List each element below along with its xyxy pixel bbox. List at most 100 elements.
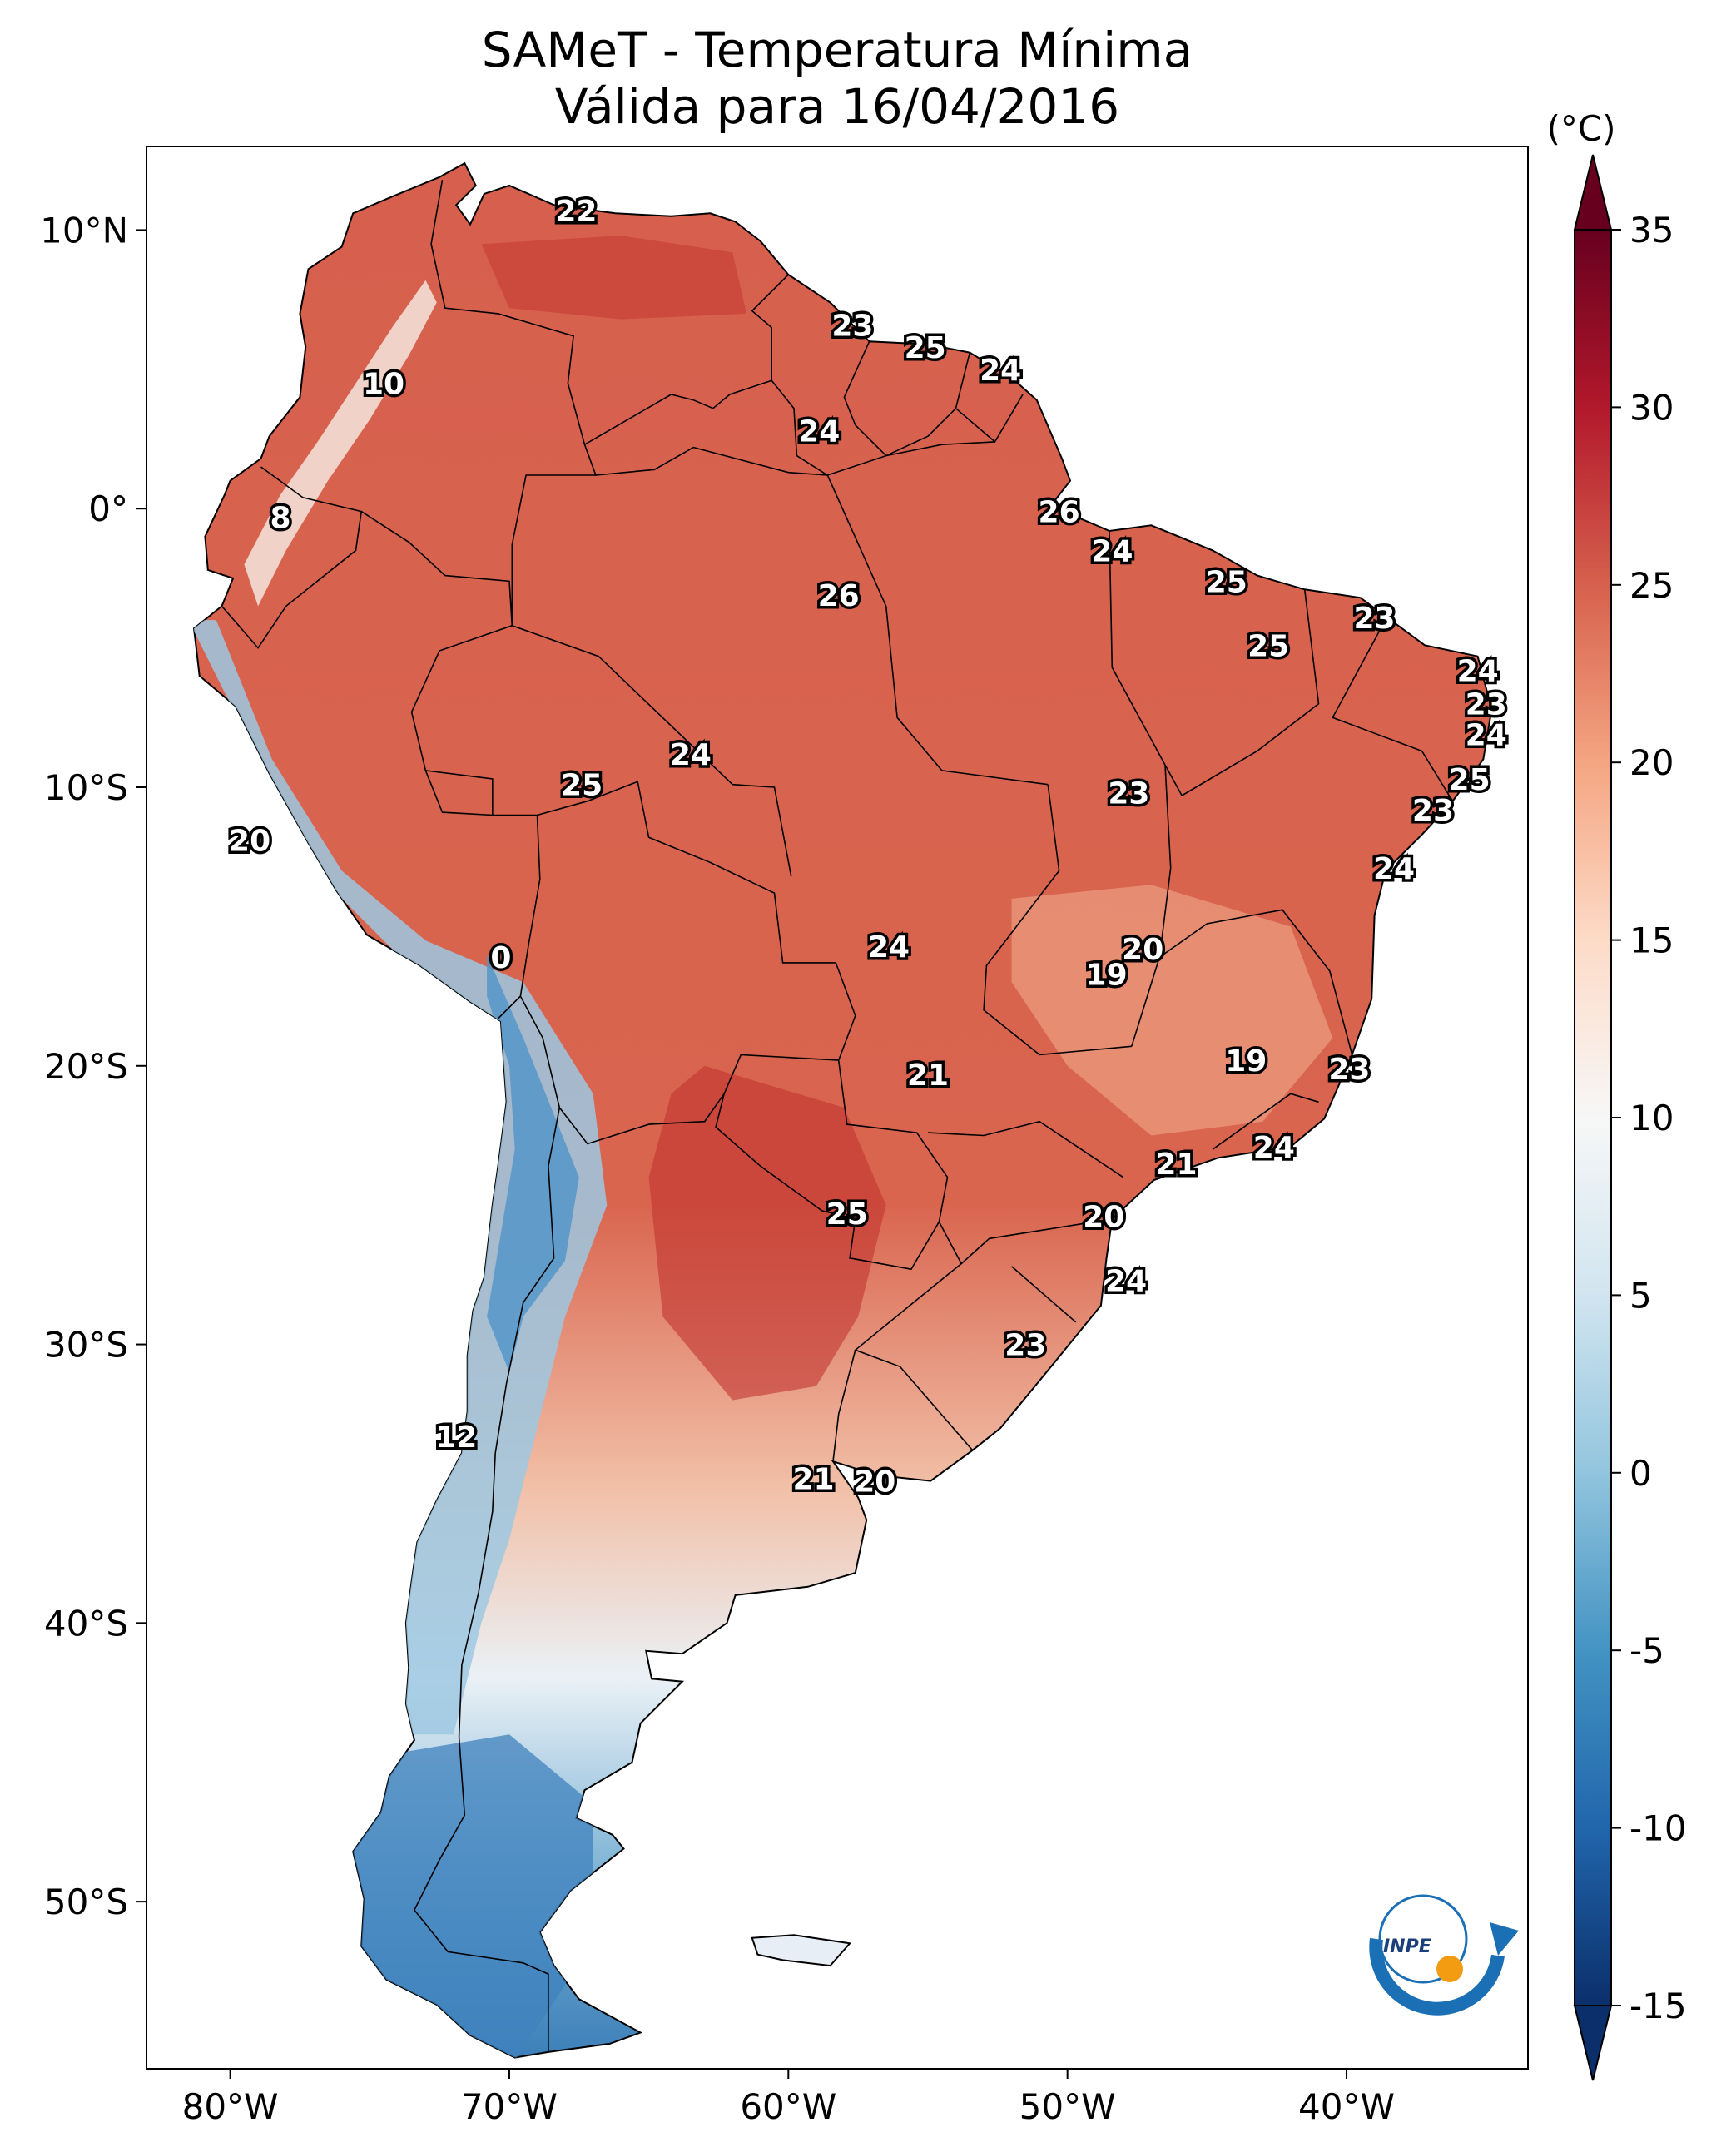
isotherm-label: 25: [561, 769, 603, 803]
colorbar-tick-label: 5: [1629, 1275, 1652, 1316]
isotherm-label: 25: [1449, 763, 1490, 797]
country-border: [715, 1059, 949, 1271]
colorbar-tick-label: -10: [1629, 1808, 1687, 1849]
isotherm-label: 21: [792, 1462, 834, 1496]
country-border: [1131, 909, 1353, 1055]
colorbar: 35 30 25 20 15 10 5 0 -5 -10 -15: [1573, 154, 1687, 2081]
isotherm-label: 24: [1253, 1131, 1295, 1165]
country-border: [1158, 765, 1172, 958]
isotherm-label: 23: [831, 309, 873, 343]
isotherm-label: 23: [1108, 777, 1149, 811]
isotherm-label: 23: [1412, 794, 1454, 828]
colorbar-bottom-extension: [1573, 2005, 1613, 2081]
country-border: [854, 1221, 974, 1451]
colorbar-tick-label: 0: [1629, 1453, 1652, 1494]
country-border: [983, 784, 1132, 1056]
isotherm-label: 24: [868, 930, 910, 964]
lat-tick-label: 10°S: [44, 767, 128, 808]
inpe-logo-text: INPE: [1383, 1936, 1431, 1957]
lat-tick-label: 50°S: [44, 1882, 128, 1922]
lon-tick-label: 50°W: [1019, 2086, 1116, 2127]
lat-tick-label: 40°S: [44, 1603, 128, 1644]
colorbar-unit: (°C): [1546, 108, 1616, 149]
country-border: [1332, 614, 1454, 802]
lat-tick-label: 20°S: [44, 1046, 128, 1087]
isotherm-label: 24: [980, 354, 1021, 388]
isotherm-label: 25: [826, 1197, 868, 1232]
colorbar-tick-label: 10: [1629, 1098, 1674, 1138]
country-border: [413, 1107, 561, 2052]
isotherm-label: 12: [435, 1421, 477, 1455]
lat-tick-label: 0°: [88, 488, 128, 529]
country-border: [595, 441, 995, 476]
isotherm-label: 25: [1206, 565, 1247, 599]
inpe-logo: INPE: [1369, 1894, 1519, 2016]
colorbar-tick-label: 15: [1629, 920, 1674, 961]
colorbar-tick-label: -5: [1629, 1630, 1664, 1671]
country-border: [512, 625, 792, 877]
falkland-islands: [751, 1934, 852, 1967]
lon-tick-label: 70°W: [461, 2086, 558, 2127]
isotherm-label: 19: [1225, 1044, 1267, 1078]
map-title: SAMeT - Temperatura Mínima: [481, 22, 1193, 78]
country-border: [960, 1218, 1113, 1265]
isotherm-label: 8: [270, 501, 290, 535]
colorbar-tick-label: -15: [1629, 1986, 1687, 2026]
isotherm-label: 24: [1105, 1265, 1147, 1299]
country-border: [1109, 530, 1166, 766]
colorbar-tick-label: 35: [1629, 210, 1674, 250]
isotherm-label: 26: [818, 579, 860, 613]
map-subtitle: Válida para 16/04/2016: [554, 78, 1120, 135]
country-border: [832, 1350, 856, 1462]
colorbar-top-extension: [1573, 154, 1613, 231]
isotherm-label: 24: [1091, 534, 1133, 568]
isotherm-label: 24: [1373, 852, 1415, 886]
isotherm-label: 20: [1122, 933, 1163, 967]
country-border: [424, 770, 493, 816]
country-border: [826, 474, 1049, 786]
country-border: [519, 781, 856, 1145]
colorbar-tick-label: 30: [1629, 387, 1674, 428]
lon-tick-label: 40°W: [1298, 2086, 1395, 2127]
isotherm-label: 25: [905, 331, 946, 365]
isotherm-label: 25: [1247, 629, 1289, 663]
country-border: [221, 466, 363, 649]
colorbar-scale: [1574, 229, 1612, 2006]
longitude-axis: 80°W 70°W 60°W 50°W 40°W: [182, 2069, 1395, 2127]
isotherm-label: 23: [1328, 1053, 1370, 1087]
isotherm-label: 23: [1004, 1329, 1046, 1363]
isotherm-label: 19: [1086, 958, 1128, 992]
isotherm-label: 24: [670, 738, 712, 772]
isotherm-label: 24: [1466, 718, 1507, 752]
isotherm-label: 21: [1155, 1148, 1197, 1182]
country-border: [430, 180, 598, 626]
country-border: [584, 379, 772, 445]
isotherm-label: 21: [907, 1059, 949, 1093]
isotherm-label: 26: [1039, 496, 1080, 530]
isotherm-label: 20: [1083, 1201, 1124, 1235]
isotherm-label: 24: [1457, 654, 1499, 688]
lon-tick-label: 60°W: [740, 2086, 836, 2127]
isotherm-label: 10: [363, 368, 404, 402]
country-borders: [221, 180, 1454, 2052]
colorbar-tick-label: 20: [1629, 742, 1674, 783]
isotherm-label: 20: [854, 1465, 895, 1500]
isotherm-label: 23: [1466, 688, 1507, 722]
country-border: [1164, 589, 1320, 797]
latitude-axis: 10°N 0° 10°S 20°S 30°S 40°S 50°S: [40, 210, 146, 1922]
isotherm-label: 24: [798, 414, 840, 449]
lon-tick-label: 80°W: [182, 2086, 279, 2127]
isotherm-label: 22: [555, 195, 597, 229]
country-border: [360, 510, 541, 1019]
temperature-overlays: [194, 236, 1333, 2058]
isotherm-label: 20: [229, 825, 270, 859]
country-border: [1011, 1266, 1077, 1323]
isotherm-label: 0: [490, 941, 511, 975]
country-border: [927, 1120, 1124, 1178]
colorbar-tick-label: 25: [1629, 565, 1674, 606]
country-border: [1212, 1093, 1319, 1150]
isotherm-label: 23: [1354, 602, 1396, 636]
lat-tick-label: 30°S: [44, 1325, 128, 1366]
